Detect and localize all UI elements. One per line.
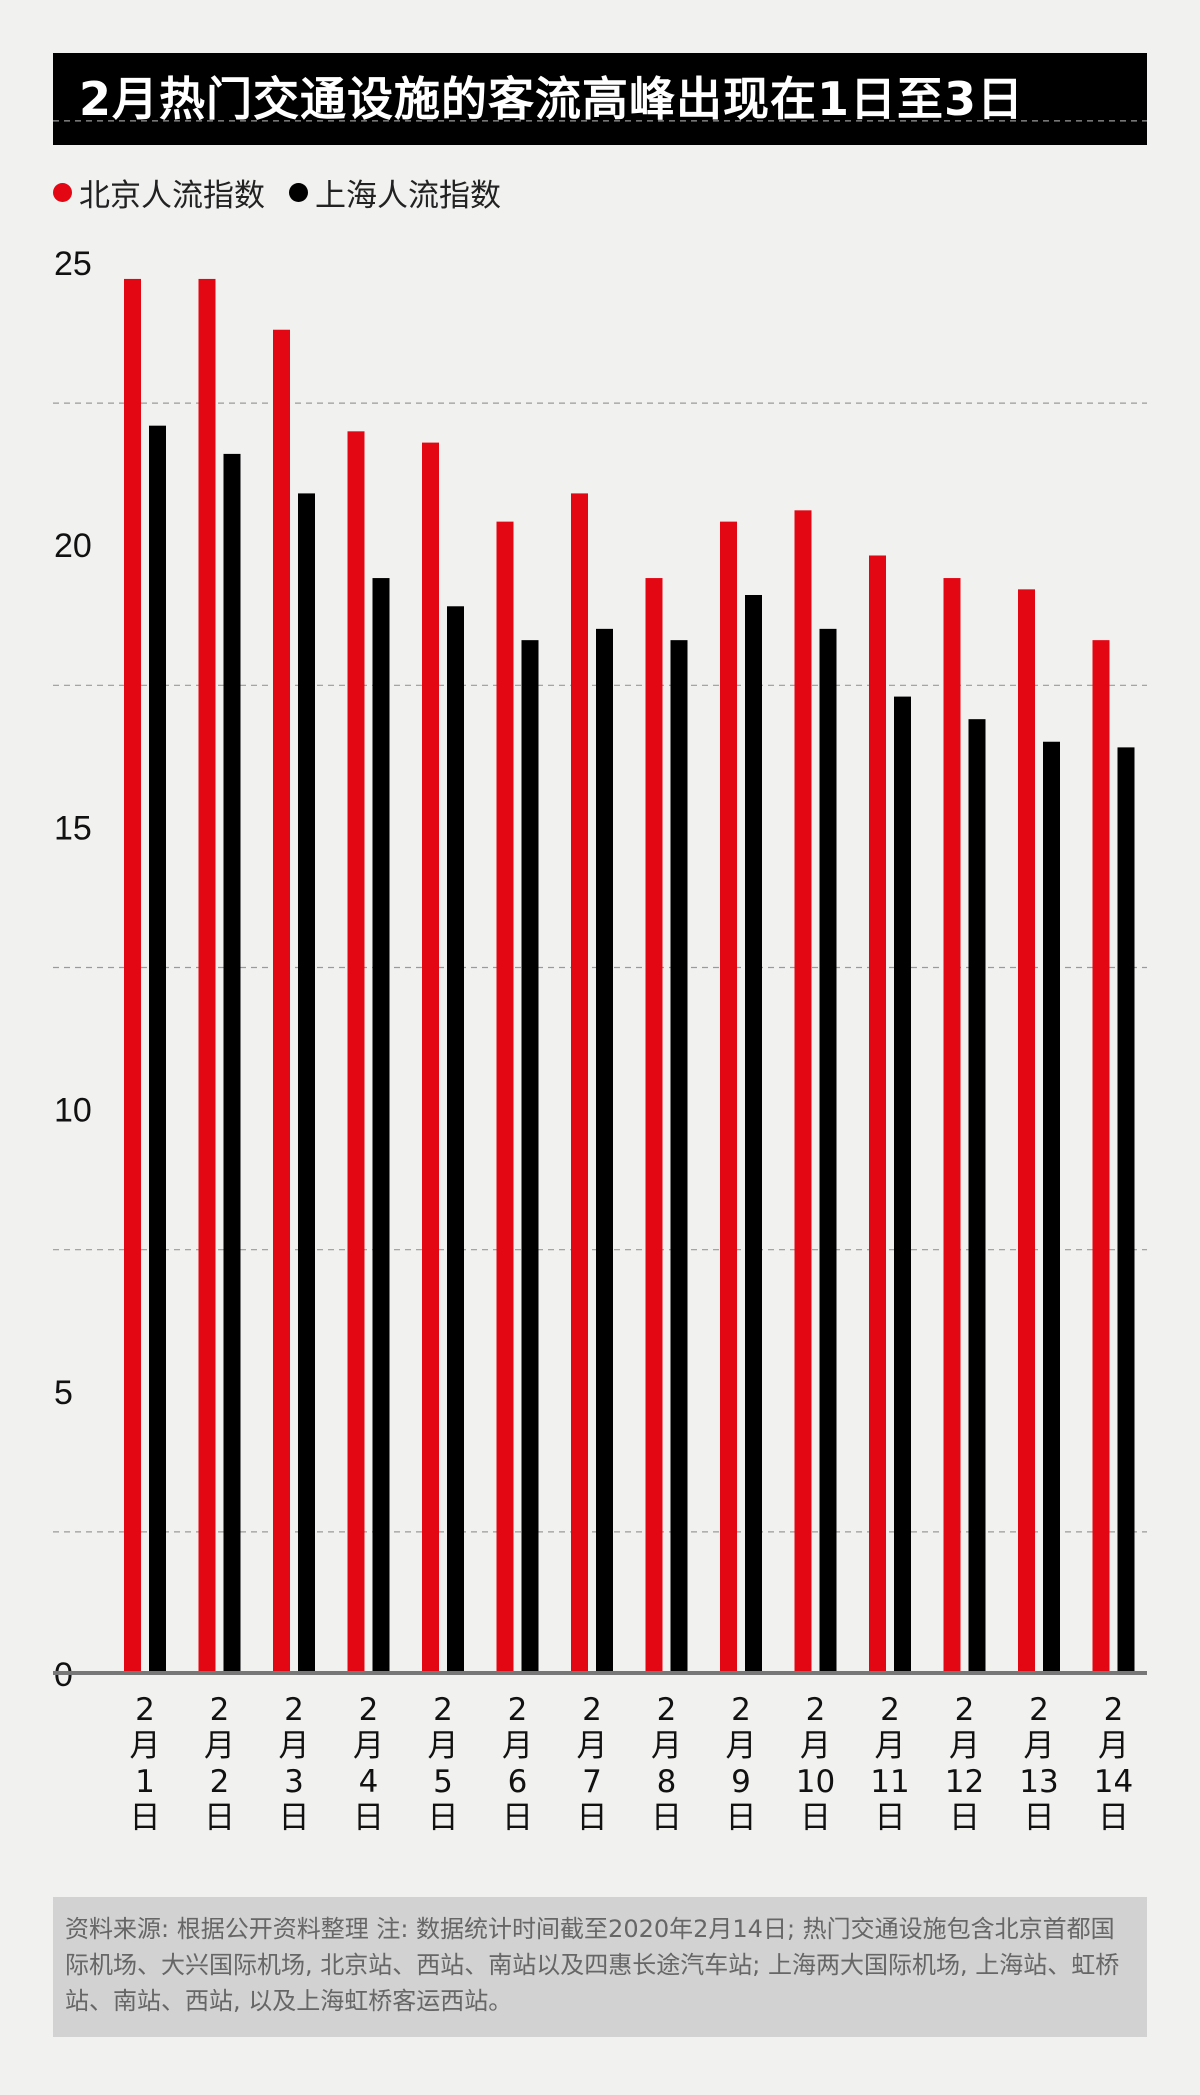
x-tick-label-10: 2 月 10 日 [796,1692,835,1836]
y-tick-label-5: 5 [54,1374,73,1412]
x-tick-label-12: 2 月 12 日 [945,1692,984,1836]
x-tick-label-11: 2 月 11 日 [870,1692,909,1836]
bar-beijing-12 [943,578,961,1674]
bar-beijing-4 [347,431,365,1673]
bar-beijing-5 [422,442,439,1673]
bar-shanghai-13 [1043,741,1060,1673]
bar-chart: 05101520252月1日2月2日2月3日2月4日2月5日2月6日2月7日2月… [53,120,1147,1836]
y-tick-label-25: 25 [54,245,92,283]
bar-shanghai-6 [521,640,539,1674]
legend-item-beijing: 北京人流指数 [53,170,265,215]
source-footnote: 资料来源: 根据公开资料整理 注: 数据统计时间截至2020年2月14日; 热门… [53,1897,1147,2037]
bar-beijing-14 [1092,640,1110,1674]
y-tick-label-15: 15 [54,809,92,847]
bar-shanghai-8 [670,640,688,1674]
bar-beijing-7 [571,493,588,1673]
legend-label-beijing: 北京人流指数 [79,177,265,214]
bar-beijing-13 [1018,589,1035,1673]
legend-dot-black-icon [289,182,308,202]
bar-beijing-10 [794,510,812,1674]
bar-beijing-9 [720,521,737,1673]
bar-shanghai-2 [223,453,241,1673]
y-tick-label-10: 10 [54,1092,92,1130]
bar-shanghai-11 [894,696,911,1673]
footnote-text: 资料来源: 根据公开资料整理 注: 数据统计时间截至2020年2月14日; 热门… [65,1915,1120,2015]
bar-beijing-11 [869,555,886,1673]
bar-beijing-1 [124,278,141,1673]
legend-label-shanghai: 上海人流指数 [315,177,501,214]
bar-shanghai-7 [596,628,613,1673]
bar-shanghai-3 [298,493,315,1673]
chart-title: 2月热门交通设施的客流高峰出现在1日至3日 [53,53,1147,145]
bar-shanghai-4 [372,578,390,1674]
bar-beijing-3 [273,329,290,1673]
legend-item-shanghai: 上海人流指数 [289,170,501,215]
y-tick-label-20: 20 [54,527,92,565]
x-tick-label-13: 2 月 13 日 [1019,1692,1058,1836]
bar-shanghai-12 [968,719,986,1673]
bar-beijing-8 [645,578,663,1674]
bar-shanghai-9 [745,594,762,1673]
bar-shanghai-14 [1117,747,1135,1673]
bar-beijing-6 [496,521,514,1673]
bar-shanghai-1 [149,425,166,1673]
x-tick-label-14: 2 月 14 日 [1094,1692,1133,1836]
legend: 北京人流指数 上海人流指数 [53,170,525,214]
legend-dot-red-icon [53,182,72,202]
bar-shanghai-5 [447,606,464,1674]
bar-shanghai-10 [819,628,837,1673]
bar-beijing-2 [198,278,216,1673]
